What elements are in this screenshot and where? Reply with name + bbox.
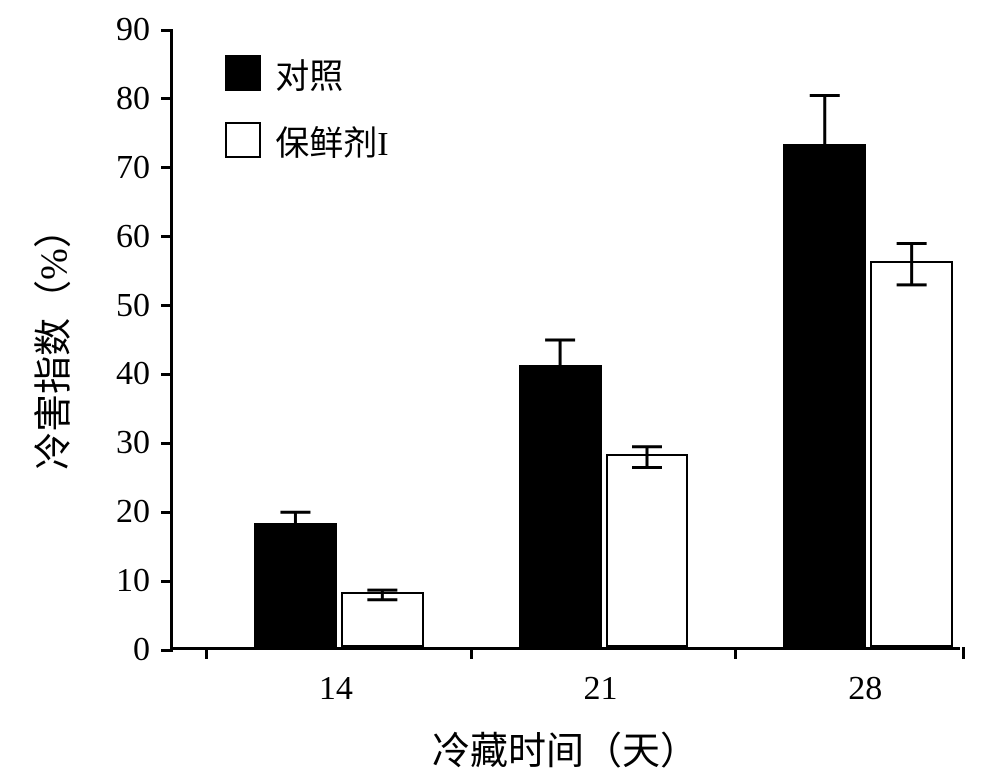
x-tick — [205, 647, 208, 659]
y-axis-title: 冷害指数（%） — [23, 210, 78, 470]
y-tick-label: 0 — [90, 631, 150, 669]
legend-label: 保鲜剂I — [275, 116, 388, 165]
x-tick — [962, 647, 965, 659]
y-tick — [161, 649, 173, 652]
y-tick-label: 30 — [90, 424, 150, 462]
x-axis-title: 冷藏时间（天） — [432, 720, 698, 775]
x-tick — [470, 647, 473, 659]
bar-control — [519, 365, 602, 647]
bar-control — [783, 144, 866, 647]
y-tick-label: 70 — [90, 149, 150, 187]
chart-canvas: 冷害指数（%） 冷藏时间（天） 对照保鲜剂I 0 10 20 30 40 50 60 70 80… — [0, 0, 1000, 782]
legend-swatch — [225, 122, 261, 158]
y-tick — [161, 373, 173, 376]
legend-item: 保鲜剂I — [225, 116, 388, 165]
x-tick — [734, 647, 737, 659]
y-tick — [161, 304, 173, 307]
x-tick-label: 28 — [848, 670, 882, 708]
x-tick-label: 21 — [584, 670, 618, 708]
y-tick-label: 50 — [90, 287, 150, 325]
bar-preserv — [870, 261, 953, 647]
legend: 对照保鲜剂I — [225, 49, 388, 183]
legend-swatch — [225, 55, 261, 91]
y-tick-label: 40 — [90, 355, 150, 393]
bar-control — [254, 523, 337, 647]
y-tick — [161, 442, 173, 445]
x-tick-label: 14 — [319, 670, 353, 708]
y-tick-label: 10 — [90, 562, 150, 600]
y-tick — [161, 580, 173, 583]
legend-item: 对照 — [225, 49, 388, 98]
y-tick-label: 60 — [90, 218, 150, 256]
y-tick — [161, 235, 173, 238]
y-tick-label: 80 — [90, 80, 150, 118]
y-tick — [161, 511, 173, 514]
y-tick-label: 20 — [90, 493, 150, 531]
bar-preserv — [341, 592, 424, 647]
legend-label: 对照 — [275, 49, 343, 98]
y-tick — [161, 166, 173, 169]
y-tick — [161, 29, 173, 32]
bar-preserv — [606, 454, 689, 647]
y-tick — [161, 97, 173, 100]
y-tick-label: 90 — [90, 11, 150, 49]
